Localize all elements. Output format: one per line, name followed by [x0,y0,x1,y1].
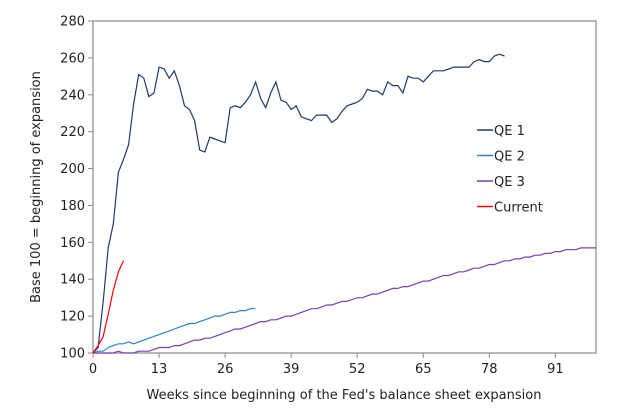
legend-label: QE 3 [494,175,525,190]
y-tick-label: 120 [60,310,85,325]
series-line-qe-1 [92,53,505,354]
y-axis-label: Base 100 = beginning of expansion [29,71,44,303]
x-tick-label: 26 [217,362,234,377]
x-tick-label: 91 [547,362,564,377]
legend-item-current: Current [477,201,543,216]
y-tick-label: 160 [60,236,85,251]
legend-label: QE 1 [494,124,525,139]
x-tick-label: 13 [151,362,168,377]
series-line-current [92,260,125,354]
series-line-qe-3 [93,247,596,354]
legend-item-qe-1: QE 1 [477,124,525,139]
y-tick-label: 240 [60,88,85,103]
x-tick-label: 78 [481,362,498,377]
legend-item-qe-2: QE 2 [477,150,525,165]
y-tick-label: 180 [60,199,85,214]
y-tick-label: 220 [60,125,85,140]
y-tick-label: 260 [60,51,85,66]
series-line-qe-2 [92,308,256,354]
legend-item-qe-3: QE 3 [477,175,525,190]
x-tick-label: 0 [89,362,97,377]
x-axis-label: Weeks since beginning of the Fed's balan… [147,388,542,403]
y-tick-label: 280 [60,15,85,30]
legend-label: Current [494,201,543,216]
y-tick-label: 100 [60,347,85,362]
y-tick-label: 140 [60,273,85,288]
x-tick-label: 39 [283,362,300,377]
x-tick-label: 52 [349,362,366,377]
legend-label: QE 2 [494,150,525,165]
y-tick-label: 200 [60,162,85,177]
x-tick-label: 65 [415,362,432,377]
